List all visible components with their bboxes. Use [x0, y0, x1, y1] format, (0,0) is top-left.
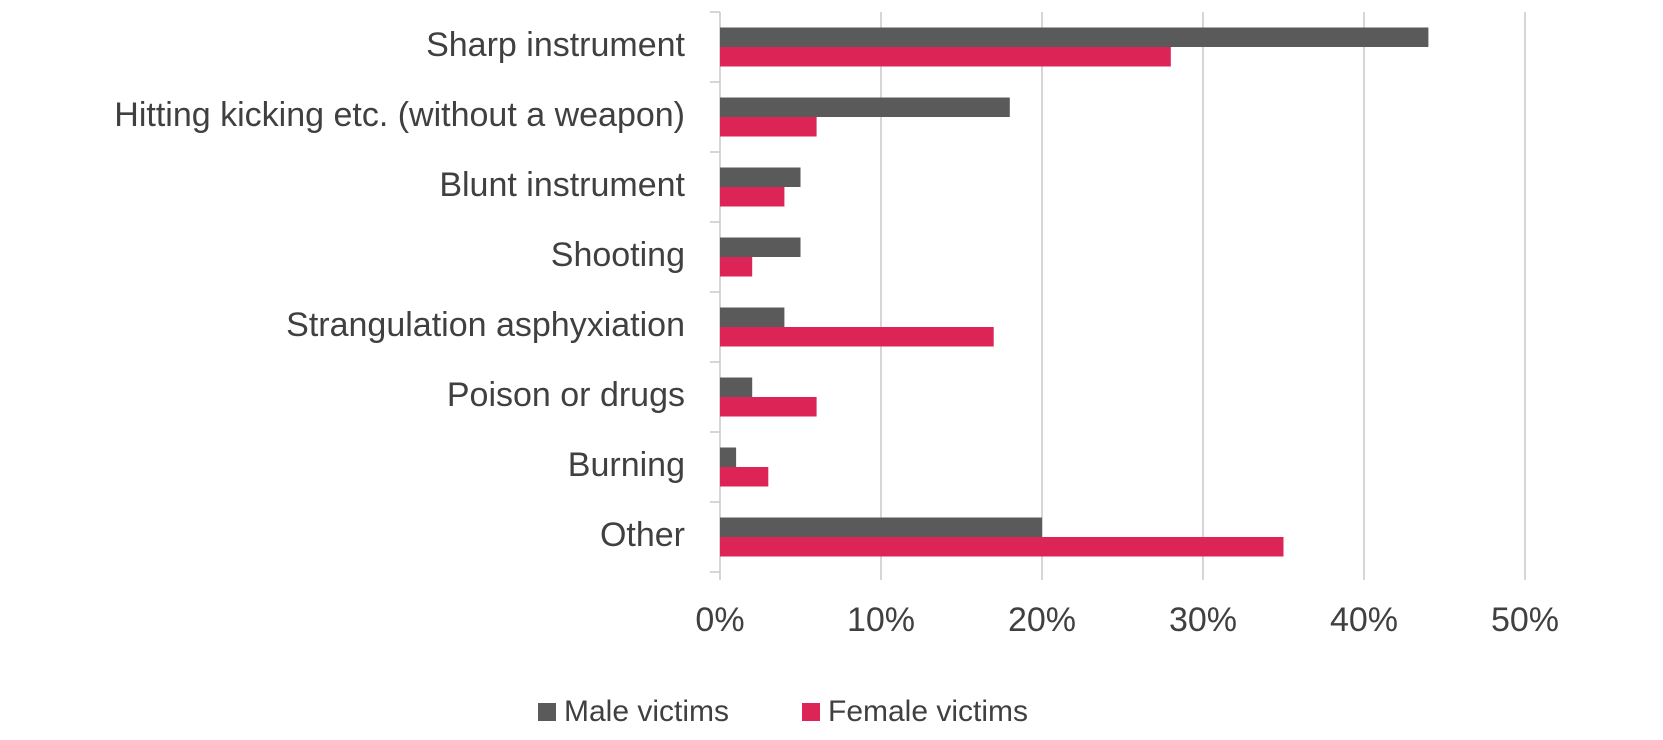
bar	[720, 117, 817, 137]
bar	[720, 27, 1429, 47]
x-tick-label: 10%	[847, 601, 915, 639]
y-tick-label: Shooting	[551, 236, 685, 274]
legend-swatch	[802, 703, 820, 721]
legend-swatch	[538, 703, 556, 721]
bar	[720, 237, 801, 257]
y-tick-label: Other	[600, 516, 685, 554]
y-tick-label: Blunt instrument	[439, 166, 685, 204]
bar	[720, 537, 1284, 557]
y-tick-label: Strangulation asphyxiation	[286, 306, 685, 344]
bar	[720, 257, 753, 277]
y-tick-label: Poison or drugs	[447, 376, 685, 414]
bar	[720, 327, 994, 347]
y-tick-label: Hitting kicking etc. (without a weapon)	[114, 96, 685, 134]
x-tick-label: 40%	[1330, 601, 1398, 639]
bar	[720, 377, 753, 397]
bar	[720, 187, 785, 207]
legend-label: Male victims	[564, 695, 729, 728]
y-tick-label: Burning	[568, 446, 685, 484]
bar	[720, 447, 737, 467]
bar	[720, 517, 1042, 537]
legend-label: Female victims	[828, 695, 1028, 728]
bar	[720, 47, 1171, 67]
bar	[720, 167, 801, 187]
y-tick-label: Sharp instrument	[426, 26, 685, 64]
bar	[720, 97, 1010, 117]
x-tick-label: 0%	[695, 601, 744, 639]
x-tick-label: 50%	[1491, 601, 1559, 639]
bar	[720, 307, 785, 327]
bar	[720, 397, 817, 417]
x-tick-label: 30%	[1169, 601, 1237, 639]
bar	[720, 467, 769, 487]
x-tick-label: 20%	[1008, 601, 1076, 639]
